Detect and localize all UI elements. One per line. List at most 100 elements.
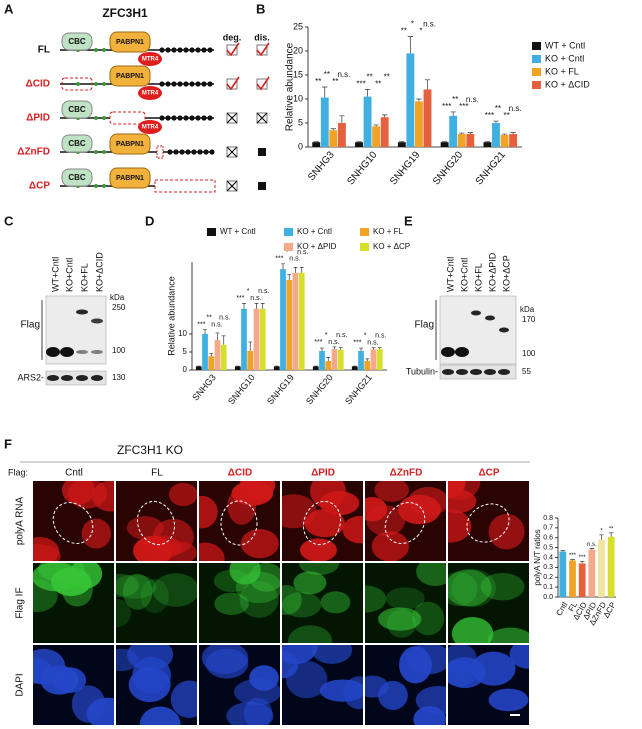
x-tick-label: SNHG20 xyxy=(304,372,335,406)
bar xyxy=(588,549,596,597)
domain xyxy=(138,120,162,134)
column-label: ΔCP xyxy=(478,468,499,479)
icon xyxy=(256,42,270,57)
band xyxy=(60,347,74,357)
domain-label: CBC xyxy=(68,139,86,148)
x-tick-label: SNHG10 xyxy=(345,149,379,187)
bar xyxy=(370,349,377,370)
significance: n.s. xyxy=(289,256,300,263)
row-label: DAPI xyxy=(15,673,26,696)
bar xyxy=(234,366,241,370)
significance: ** xyxy=(315,77,321,86)
zinc-finger xyxy=(189,47,195,53)
bar xyxy=(325,361,332,370)
significance: ** xyxy=(452,95,458,104)
domain-label: MTR4 xyxy=(142,125,159,131)
significance: ** xyxy=(503,111,509,120)
cells xyxy=(282,645,363,710)
band xyxy=(456,369,468,375)
icon xyxy=(226,76,240,91)
x-tick-label: SNHG3 xyxy=(190,372,218,402)
lane-label: KO+Cntl xyxy=(459,258,469,292)
error-bar xyxy=(359,347,363,351)
domain-label: PABPN1 xyxy=(116,39,144,46)
band xyxy=(471,310,481,316)
error-bar xyxy=(339,115,345,123)
domain xyxy=(138,86,162,100)
significance: * xyxy=(247,288,250,295)
zinc-finger xyxy=(171,81,177,87)
bar xyxy=(363,96,372,147)
cell xyxy=(399,646,432,684)
bar xyxy=(406,53,415,147)
column-label: ΔCID xyxy=(228,468,252,479)
significance: n.s. xyxy=(587,542,597,548)
cell xyxy=(293,571,327,595)
cell xyxy=(152,573,197,607)
bar xyxy=(483,142,492,147)
domain-label: CBC xyxy=(68,173,86,182)
legend-swatch xyxy=(532,81,541,89)
error-bar xyxy=(215,332,220,341)
y-tick-label: 0.0 xyxy=(543,594,553,601)
significance: n.s. xyxy=(297,249,308,256)
domain xyxy=(61,32,93,51)
bar xyxy=(286,280,293,370)
motif xyxy=(94,184,98,188)
cell xyxy=(233,678,280,706)
motif xyxy=(102,184,106,188)
legend-swatch xyxy=(284,243,293,251)
motif xyxy=(94,150,98,154)
band xyxy=(484,369,496,375)
cell xyxy=(116,573,140,597)
significance: ** xyxy=(401,27,407,36)
band xyxy=(485,315,495,321)
error-bar xyxy=(209,353,214,357)
error-bar xyxy=(330,128,336,131)
cell xyxy=(201,645,249,674)
bar xyxy=(329,130,338,147)
bar xyxy=(214,340,221,370)
cells xyxy=(448,645,529,712)
y-tick-label: 0.7 xyxy=(543,525,553,532)
cell xyxy=(365,675,389,698)
marker-label: 55 xyxy=(522,367,531,376)
lane-label: WT+Cntl xyxy=(445,257,455,292)
bar xyxy=(331,349,338,370)
significance: * xyxy=(419,27,422,36)
y-tick-label: 0.6 xyxy=(543,535,553,542)
legend-swatch xyxy=(532,55,541,63)
error-bar xyxy=(203,329,207,334)
error-bar xyxy=(373,124,379,127)
bar xyxy=(273,366,280,370)
error-bar xyxy=(242,303,246,309)
cells xyxy=(116,645,197,725)
domain xyxy=(138,52,162,66)
row-label: polyA RNA xyxy=(15,496,26,545)
motif xyxy=(94,48,98,52)
panel-letter: B xyxy=(256,1,265,16)
domain xyxy=(109,167,151,189)
cell xyxy=(311,645,353,664)
cell xyxy=(451,617,494,643)
legend-swatch xyxy=(360,228,369,236)
cell xyxy=(33,658,53,684)
x-tick-label: SNHG21 xyxy=(343,372,374,406)
error-bar xyxy=(326,357,331,361)
error-bar xyxy=(599,534,604,540)
outline xyxy=(136,500,176,546)
cell xyxy=(320,591,351,614)
zinc-finger xyxy=(201,47,207,53)
bar xyxy=(312,142,321,147)
bar xyxy=(247,350,254,370)
significance: n.s. xyxy=(337,70,350,79)
cell xyxy=(471,651,516,686)
legend-label: KO + FL xyxy=(545,66,579,76)
lane-label: KO+ΔCID xyxy=(94,252,104,292)
error-bar xyxy=(510,132,516,135)
x-tick-label: SNHG19 xyxy=(265,372,296,406)
cell xyxy=(92,481,114,512)
bar xyxy=(337,349,344,370)
bar xyxy=(220,344,227,370)
